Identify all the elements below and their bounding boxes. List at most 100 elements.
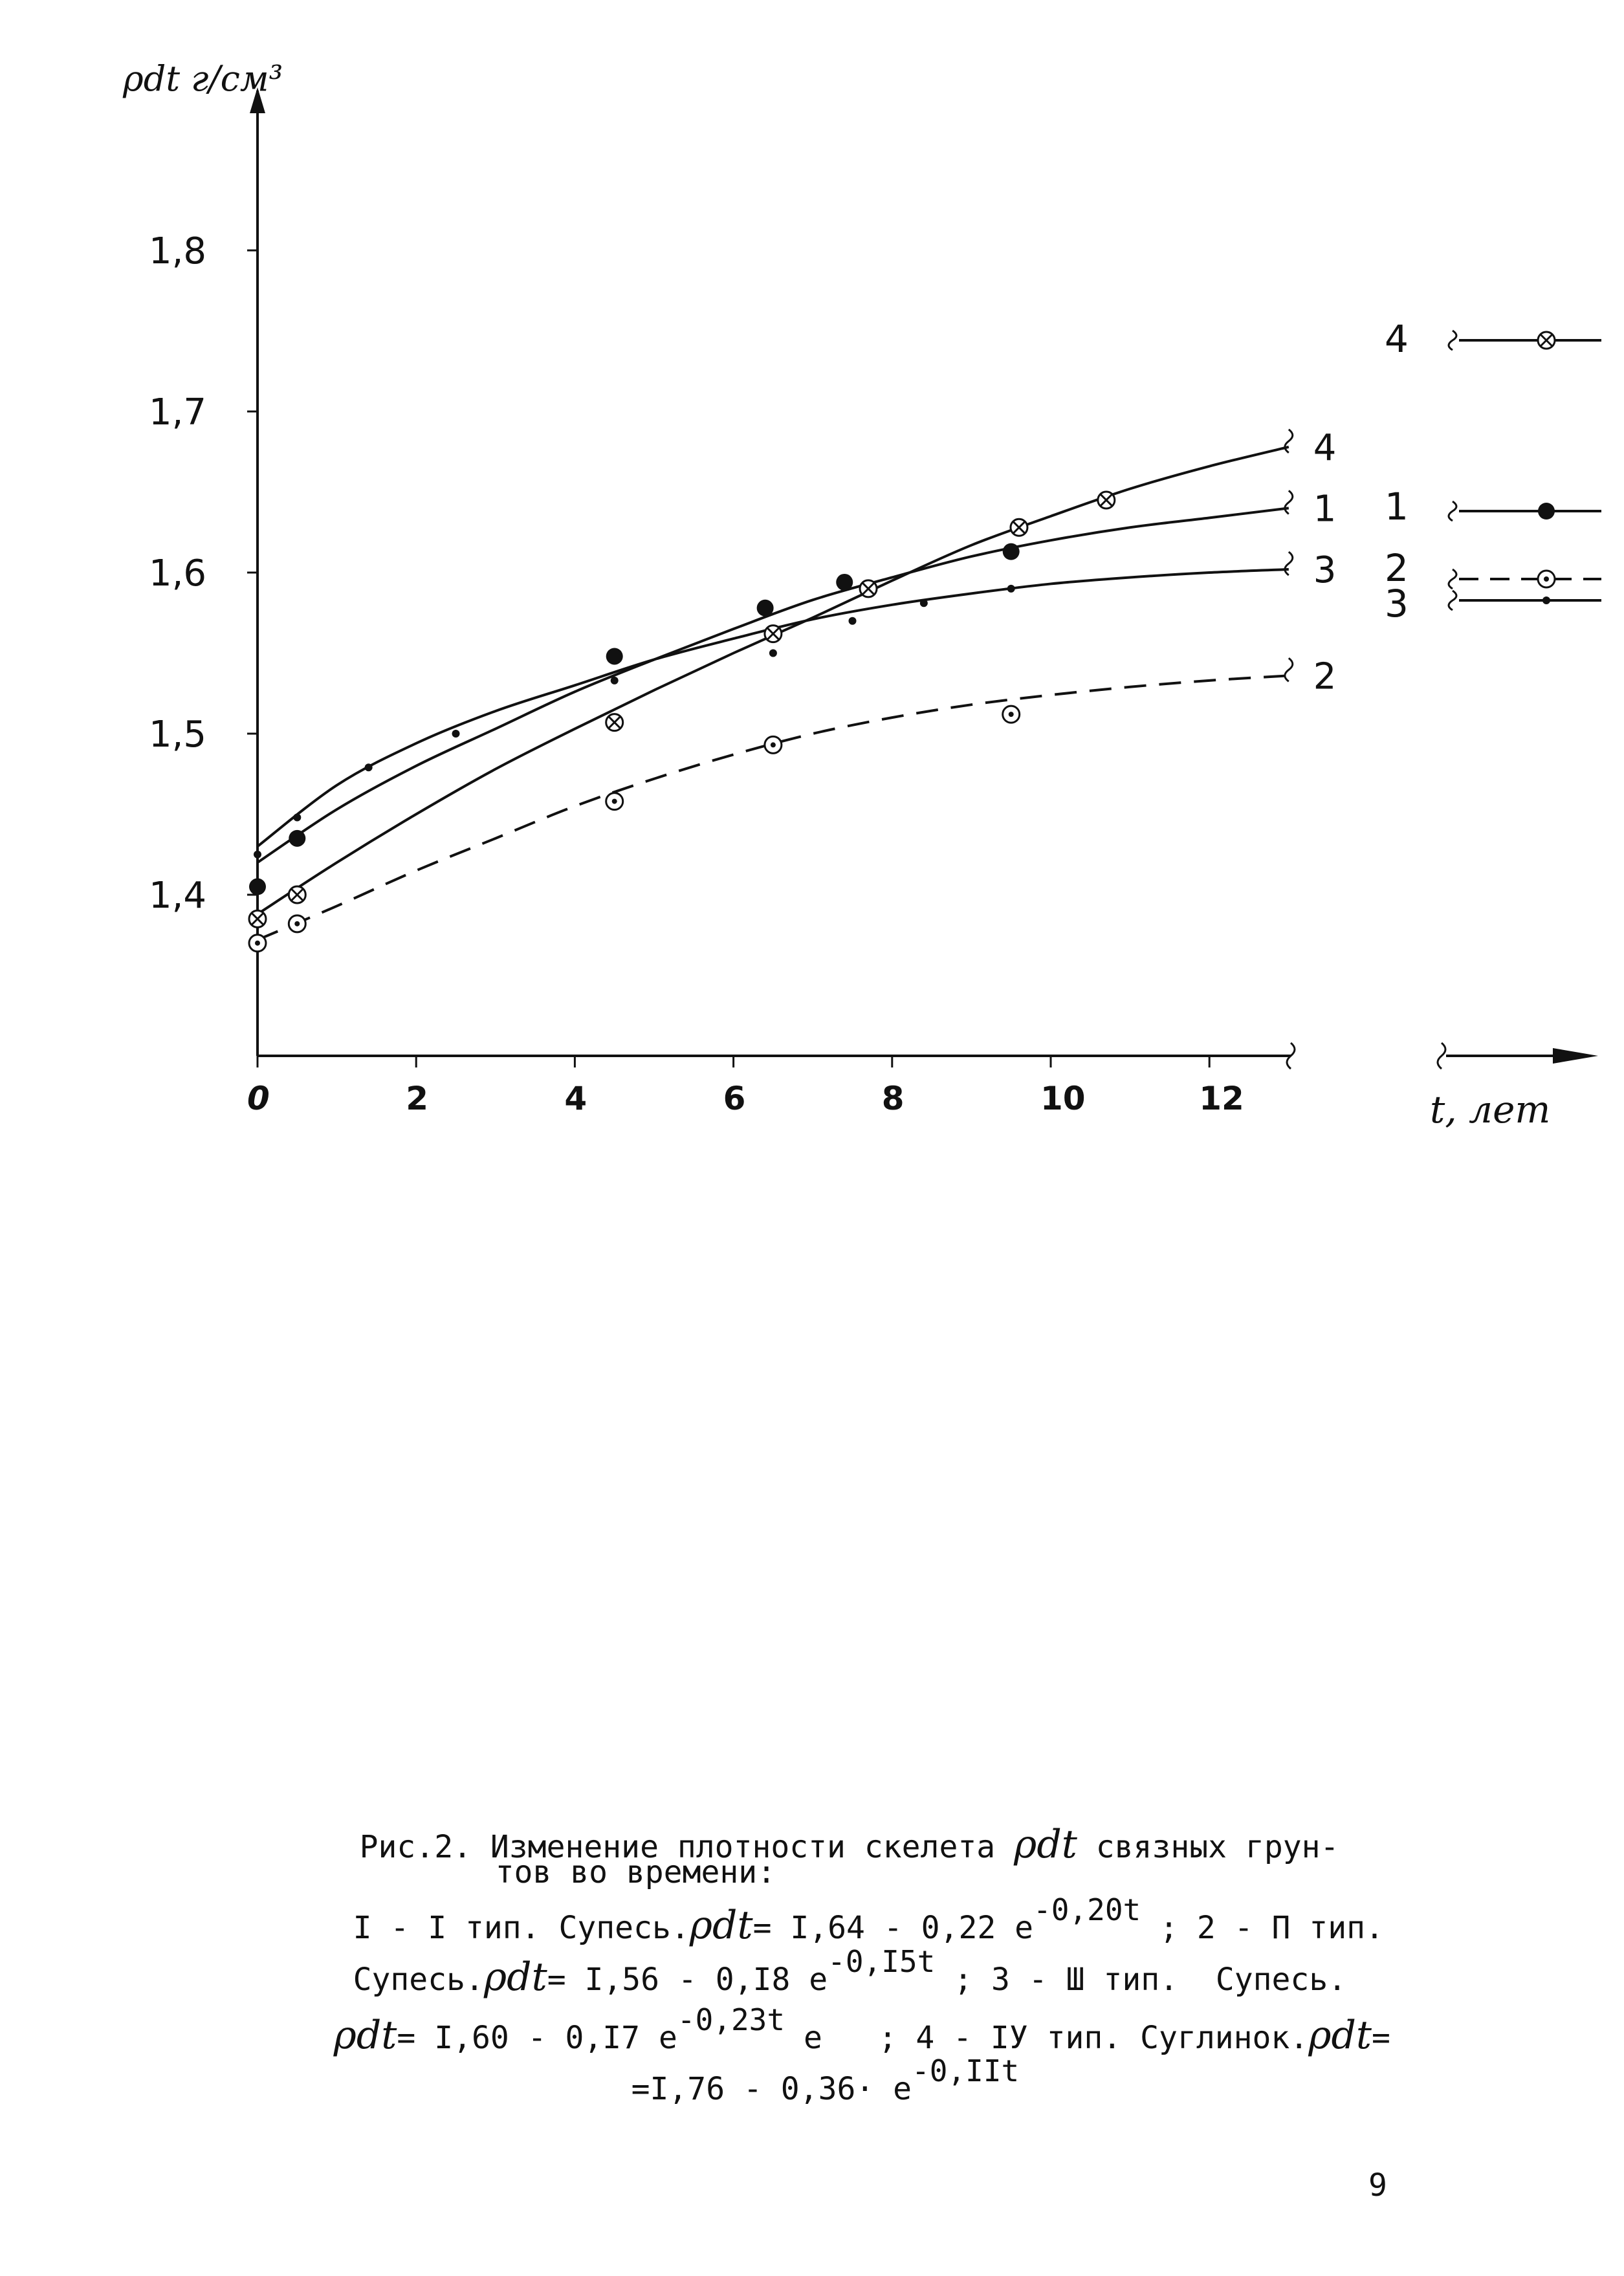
data-point-series-3 <box>364 763 373 772</box>
caption-text: ; 3 - Ш тип. Супесь. <box>935 1962 1347 1998</box>
data-point-series-3-dot <box>610 676 619 684</box>
legend-label-2: 2 <box>1385 546 1409 590</box>
legend-marker-2 <box>1537 569 1556 589</box>
x-tick-label: 2 <box>406 1080 428 1117</box>
data-point-series-3 <box>293 813 302 822</box>
caption-text: Супесь. <box>353 1962 484 1998</box>
data-point-series-4-cross <box>861 582 875 595</box>
legend-marker-3 <box>1542 596 1550 604</box>
data-point-series-2-center <box>611 798 617 804</box>
page-number: 9 <box>1368 2167 1387 2204</box>
x-tick-label: 6 <box>723 1080 746 1117</box>
caption-line-4: Супесь.ρdt= I,56 - 0,I8 e-0,I5t ; 3 - Ш … <box>278 1918 1347 2036</box>
legend-label-1: 1 <box>1385 485 1409 529</box>
data-point-series-4-cross <box>291 888 304 902</box>
data-point-series-1 <box>836 573 853 591</box>
y-tick-label: 1,7 <box>149 391 206 433</box>
caption-rho-symbol: ρdt <box>1014 1822 1077 1867</box>
data-point-series-2 <box>248 934 267 953</box>
data-point-series-3-dot <box>848 617 857 625</box>
legend-marker-2-center <box>1544 576 1549 582</box>
y-tick-label: 1,4 <box>149 875 206 917</box>
data-point-series-3 <box>1007 584 1015 593</box>
chart-curves: 1 2 3 4 <box>256 427 1337 941</box>
caption-text: тов во времени: <box>495 1854 776 1890</box>
data-point-series-4-cross <box>1012 521 1026 534</box>
legend-label-4: 4 <box>1385 317 1409 361</box>
data-point-series-4 <box>1097 490 1116 510</box>
curve-end-brace <box>1284 551 1294 576</box>
y-tick-label: 1,6 <box>149 553 206 595</box>
caption-text: ; 2 - П тип. <box>1141 1910 1384 1946</box>
legend-marker-4-cross <box>1539 333 1553 347</box>
data-point-series-3-dot <box>293 813 302 822</box>
x-axis-arrow <box>1553 1048 1598 1064</box>
legend-marker-1-dot <box>1538 503 1555 520</box>
caption-text: = I,60 - 0,I7 e <box>397 2020 677 2056</box>
caption-rho-symbol: ρdt <box>689 1903 753 1948</box>
caption-rho-symbol: ρdt <box>483 1954 547 2000</box>
data-point-series-2 <box>763 735 783 754</box>
data-point-series-3-dot <box>364 763 373 772</box>
caption-line-5: ρdt= I,60 - 0,I7 e-0,23t e ; 4 - IУ тип.… <box>259 1976 1390 2094</box>
data-point-series-2-center <box>294 921 300 926</box>
caption-line-6: =I,76 - 0,36· e-0,IIt <box>556 2035 1020 2143</box>
curve-end-brace <box>1284 657 1294 683</box>
legend-marker-3-dot <box>1542 596 1550 604</box>
caption-exponent: -0,20t <box>1033 1892 1141 1927</box>
curve-end-brace <box>1284 428 1294 454</box>
data-point-series-4 <box>248 909 267 928</box>
legend-marker-4 <box>1537 331 1556 350</box>
caption-text: = I,64 - 0,22 e <box>752 1910 1034 1946</box>
legend-brace <box>1447 568 1458 590</box>
data-point-series-2-center <box>255 940 260 946</box>
series-line-4 <box>256 445 1289 915</box>
caption-line-1: Рис.2. Изменение плотности скелета ρdt с… <box>285 1786 1339 1903</box>
data-point-series-1 <box>289 829 306 847</box>
y-tick-label: 1,5 <box>149 714 206 756</box>
data-point-series-1-dot <box>1002 543 1020 560</box>
data-point-series-4 <box>859 579 878 598</box>
legend-brace <box>1447 329 1458 351</box>
chart-markers <box>248 490 1116 953</box>
data-point-series-3-dot <box>254 850 261 859</box>
x-axis-break-mark <box>1436 1042 1447 1070</box>
chart-axes: ρdt г/см³ t, лет <box>122 58 1598 1132</box>
data-point-series-2-center <box>1008 712 1014 717</box>
data-point-series-1 <box>249 878 266 895</box>
data-point-series-1-dot <box>756 599 774 617</box>
caption-exponent: -0,I5t <box>828 1944 936 1979</box>
data-point-series-3-dot <box>769 649 777 657</box>
data-point-series-3 <box>452 730 460 738</box>
data-point-series-1-dot <box>606 648 623 665</box>
y-axis-arrow <box>250 87 265 113</box>
curve-label-2: 2 <box>1313 655 1337 697</box>
data-point-series-3-dot <box>919 599 928 607</box>
caption-text: e ; 4 - IУ тип. Суглинок. <box>785 2020 1309 2056</box>
data-point-series-3 <box>769 649 777 657</box>
data-point-series-4-cross <box>608 716 621 729</box>
x-tick-label: 0 <box>247 1080 270 1117</box>
data-point-series-3 <box>254 850 261 859</box>
caption-text: Рис.2. Изменение плотности скелета <box>359 1829 1015 1865</box>
curve-label-1: 1 <box>1313 488 1337 530</box>
caption-rho-symbol: ρdt <box>333 2013 397 2058</box>
data-point-series-4 <box>605 713 624 732</box>
data-point-series-2 <box>1002 705 1021 724</box>
caption-text: связных грун- <box>1077 1829 1339 1865</box>
data-point-series-3-dot <box>1007 584 1015 593</box>
data-point-series-4-cross <box>766 627 780 640</box>
caption-text: = <box>1372 2020 1390 2056</box>
data-point-series-2-center <box>770 742 776 748</box>
curve-end-brace <box>1284 490 1294 515</box>
data-point-series-4-cross <box>1099 493 1113 507</box>
data-point-series-1 <box>606 648 623 665</box>
data-point-series-1 <box>756 599 774 617</box>
data-point-series-2 <box>605 792 624 811</box>
data-point-series-1-dot <box>289 829 306 847</box>
data-point-series-4-cross <box>250 912 265 926</box>
y-axis-label: ρdt г/см³ <box>122 58 283 99</box>
caption-text: I - I тип. Супесь. <box>353 1910 690 1946</box>
data-point-series-3 <box>848 617 857 625</box>
